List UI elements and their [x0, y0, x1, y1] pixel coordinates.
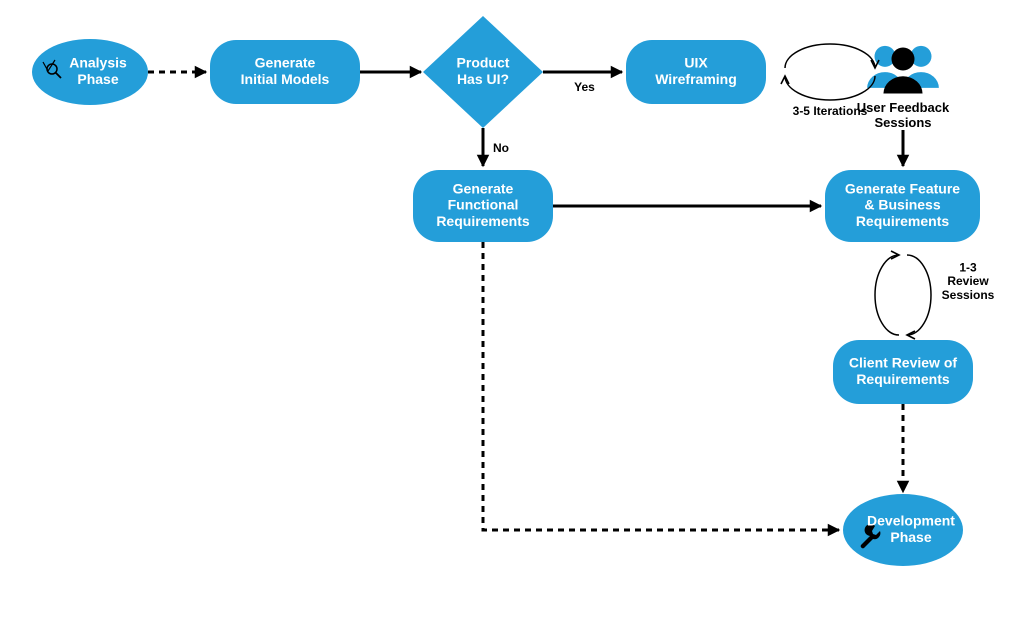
svg-text:Requirements: Requirements: [856, 213, 950, 229]
edge-functional-develop: [483, 242, 839, 530]
svg-text:3-5 Iterations: 3-5 Iterations: [793, 104, 868, 118]
svg-text:No: No: [493, 141, 509, 155]
svg-text:Functional: Functional: [448, 197, 519, 213]
svg-text:Phase: Phase: [890, 529, 931, 545]
svg-text:Generate: Generate: [453, 181, 514, 197]
loop-bottom: [785, 76, 875, 100]
svg-text:& Business: & Business: [864, 197, 940, 213]
svg-text:Wireframing: Wireframing: [655, 71, 737, 87]
svg-text:Phase: Phase: [77, 71, 118, 87]
svg-text:UIX: UIX: [684, 55, 708, 71]
svg-text:User Feedback: User Feedback: [857, 100, 950, 115]
svg-text:Generate: Generate: [255, 55, 316, 71]
svg-text:Yes: Yes: [574, 80, 595, 94]
svg-text:Review: Review: [947, 274, 989, 288]
loop-left: [875, 255, 899, 335]
svg-text:Has UI?: Has UI?: [457, 71, 509, 87]
svg-text:Generate Feature: Generate Feature: [845, 181, 960, 197]
svg-text:Initial Models: Initial Models: [241, 71, 330, 87]
loop-top: [785, 44, 875, 68]
svg-text:Sessions: Sessions: [874, 115, 931, 130]
flowchart-canvas: AnalysisPhaseGenerateInitial ModelsProdu…: [0, 0, 1024, 624]
svg-text:Sessions: Sessions: [942, 288, 995, 302]
svg-text:Requirements: Requirements: [856, 371, 950, 387]
loop-right: [907, 255, 931, 335]
users-icon: [867, 46, 939, 94]
svg-text:Analysis: Analysis: [69, 55, 127, 71]
svg-text:Product: Product: [457, 55, 510, 71]
svg-text:Client Review of: Client Review of: [849, 355, 957, 371]
svg-text:Requirements: Requirements: [436, 213, 530, 229]
svg-text:Development: Development: [867, 513, 955, 529]
svg-text:1-3: 1-3: [959, 260, 977, 274]
